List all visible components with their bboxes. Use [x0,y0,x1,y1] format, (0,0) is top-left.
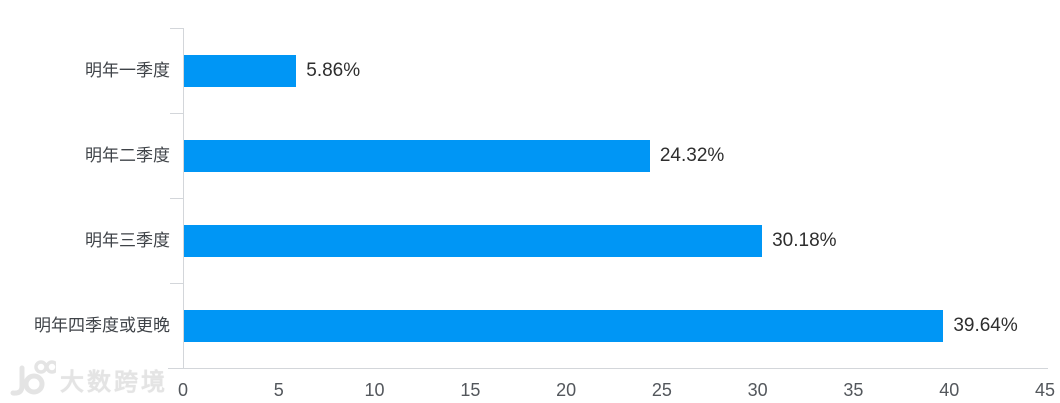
category-axis-tick [170,283,183,284]
category-label: 明年一季度 [85,60,170,80]
category-label: 明年四季度或更晚 [34,315,170,335]
category-label: 明年二季度 [85,145,170,165]
x-axis-tick-label: 0 [177,380,189,400]
category-axis-tick [170,113,183,114]
x-axis-tick-label: 20 [556,380,577,400]
x-axis-tick-label: 40 [939,380,960,400]
x-axis-tick-label: 45 [1034,380,1056,400]
value-label: 30.18% [772,229,837,251]
x-axis-tick-label: 25 [651,380,672,400]
category-label: 明年三季度 [85,230,170,250]
x-axis-line [168,368,1048,369]
x-axis-tick-label: 30 [747,380,768,400]
value-label: 5.86% [306,59,361,81]
bar [184,54,297,87]
category-axis-tick [170,28,183,29]
category-axis-tick [170,198,183,199]
value-label: 24.32% [659,144,725,166]
bar [184,139,650,172]
x-axis-tick-label: 10 [364,380,385,400]
x-axis-tick-label: 35 [843,380,864,400]
bar [184,309,944,342]
x-axis-tick-label: 5 [273,380,284,400]
bar [184,224,763,257]
y-axis-line [183,28,184,368]
value-label: 39.64% [953,314,1018,336]
x-axis-tick-label: 15 [460,380,481,400]
